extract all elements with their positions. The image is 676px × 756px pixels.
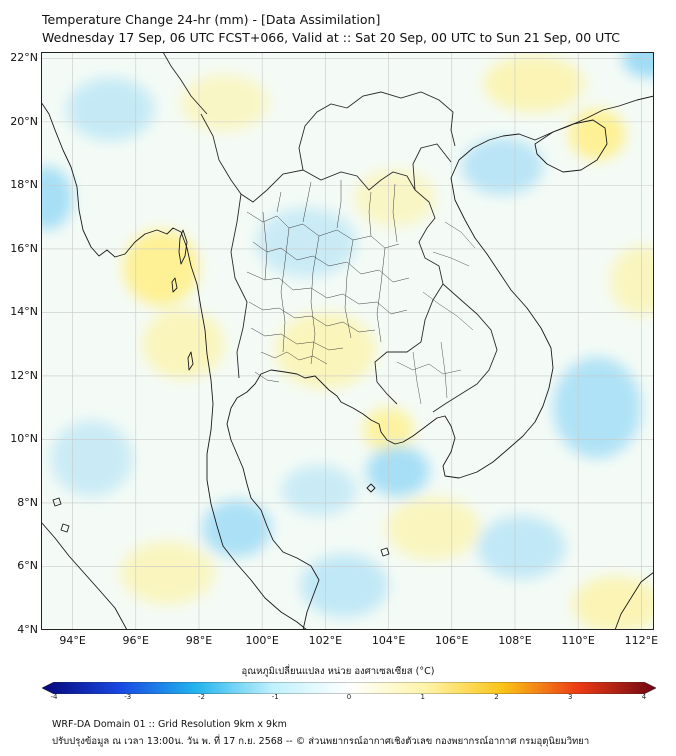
neighbor-province-borders [396,221,476,405]
colorbar-tick-label: 3 [568,693,573,701]
lat-tick-label: 10°N [10,432,38,446]
lon-tick-label: 98°E [185,634,213,647]
footer-update-info: ปรับปรุงข้อมูล ณ เวลา 13:00น. วัน พ. ที่… [52,736,590,747]
colorbar-tick-label: -3 [124,693,132,701]
colorbar-tick-label: 0 [346,693,352,701]
colorbar-tick-label: 1 [420,693,425,701]
cool-anomaly-14 [366,445,430,497]
lat-tick-label: 14°N [10,305,38,319]
cool-anomaly-15 [202,499,272,557]
map-frame [41,52,654,630]
lat-tick-label: 22°N [10,51,38,65]
lon-tick-label: 96°E [122,634,149,647]
lon-tick-label: 112°E [624,634,659,647]
lat-tick-label: 12°N [10,368,38,382]
lat-tick-label: 16°N [10,241,38,255]
cool-anomaly-23 [281,464,357,516]
cool-anomaly-17 [255,207,357,278]
lon-tick-label: 104°E [371,634,406,647]
lon-tick-label: 108°E [498,634,532,647]
cool-anomaly-22 [50,420,133,497]
colorbar-tick-label: -2 [198,693,205,701]
lat-tick-label: 4°N [17,623,38,636]
cool-anomaly-20 [477,515,566,580]
coastline-borneo [614,571,654,630]
coastline-hainan [534,119,608,173]
lon-tick-label: 106°E [435,634,469,647]
lat-tick-label: 18°N [10,178,38,192]
colorbar-title: อุณหภูมิเปลี่ยนแปลง หน่วย องศาเซลเซียส (… [241,666,435,677]
warm-anomaly-10 [353,169,436,227]
colorbar-tick-label: 2 [494,693,499,701]
coastline-sumatra [41,521,128,630]
cool-anomaly-13 [41,166,73,230]
warm-anomaly-1 [568,109,626,160]
lat-tick-label: 20°N [10,114,38,128]
coastline-small-islands [52,483,390,557]
warm-anomaly-7 [119,541,215,605]
lon-tick-label: 94°E [59,634,86,647]
cool-anomaly-18 [461,137,544,195]
footer-model-info: WRF-DA Domain 01 :: Grid Resolution 9km … [52,719,287,730]
colorbar [41,679,657,695]
national-borders [162,52,498,413]
cool-anomaly-21 [66,77,155,141]
warm-anomaly-11 [609,245,654,316]
colorbar-tick-label: -1 [271,693,279,701]
lon-tick-label: 100°E [245,634,279,647]
coastline-mainland [41,95,654,630]
warm-anomaly-5 [571,576,654,630]
warm-anomaly-8 [385,496,481,561]
lat-tick-label: 8°N [17,495,38,509]
colorbar-tick-label: -4 [50,693,58,701]
warm-anomaly-4 [483,55,585,113]
map-subtitle: Wednesday 17 Sep, 06 UTC FCST+066, Valid… [42,30,620,45]
colorbar-tick-label: 4 [641,693,647,701]
coastline-andaman-islands [171,229,194,371]
province-borders [246,180,410,383]
map-title: Temperature Change 24-hr (mm) - [Data As… [42,12,381,27]
lat-tick-label: 6°N [17,559,38,573]
cool-anomaly-16 [552,356,642,459]
warm-anomaly-0 [123,229,199,307]
warm-anomaly-9 [180,74,269,132]
lon-tick-label: 102°E [308,634,343,647]
lon-tick-label: 110°E [561,634,595,647]
temperature-change-map [41,52,654,630]
warm-anomaly-6 [142,309,225,380]
cool-anomaly-19 [300,553,389,618]
